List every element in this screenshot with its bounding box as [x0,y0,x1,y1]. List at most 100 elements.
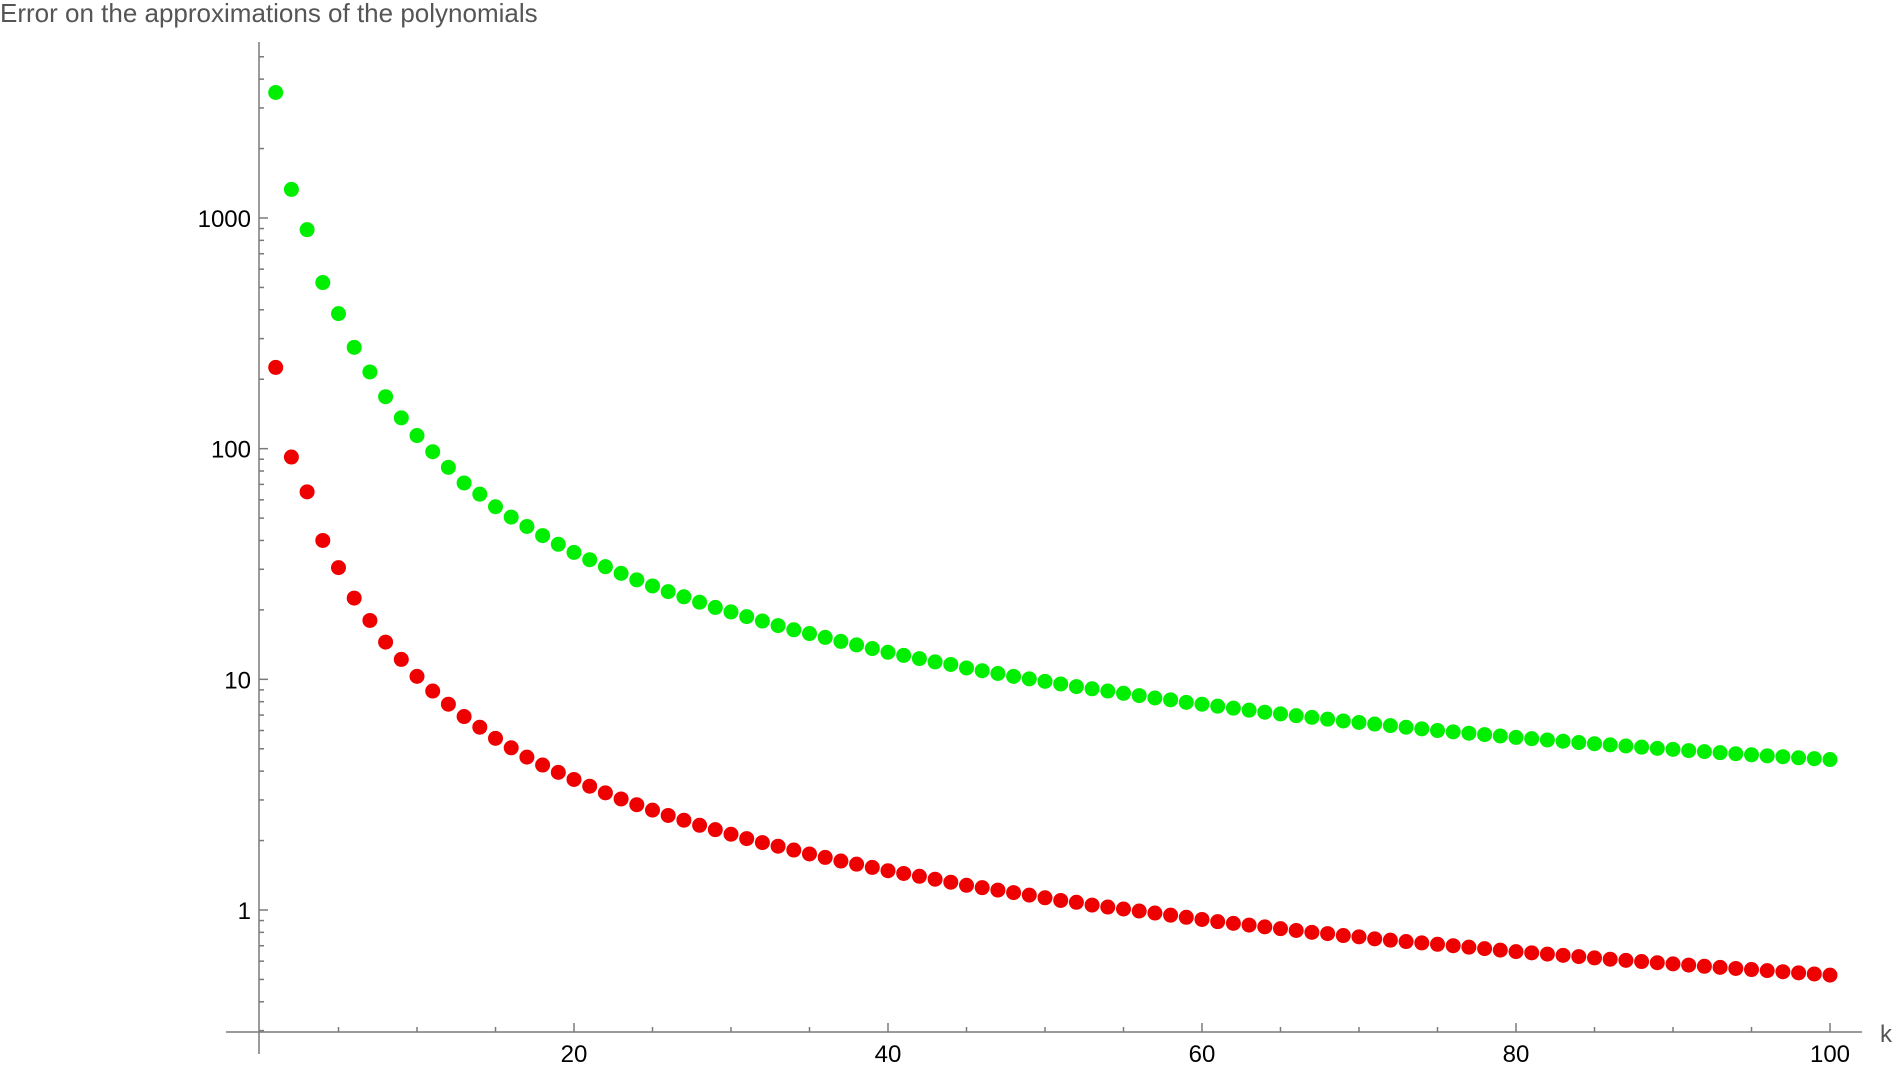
data-point [1273,921,1288,937]
data-point [488,499,503,515]
data-point [1178,694,1194,710]
data-point [1445,938,1461,954]
data-point [1021,887,1037,903]
data-point [440,459,456,475]
data-point [1100,899,1116,915]
data-point [1665,741,1681,757]
data-point [378,634,394,650]
data-point [754,835,770,851]
data-point [1131,903,1147,919]
data-point [896,647,912,663]
data-point [1116,901,1131,917]
data-point [629,572,645,588]
data-point [911,651,927,667]
data-point [1257,704,1273,720]
data-point [1147,905,1163,921]
data-point [1681,743,1697,759]
data-point [1524,945,1540,961]
data-point [315,275,331,291]
data-point [299,484,315,500]
data-point [519,749,535,765]
data-point [425,444,441,460]
data-point [566,544,582,560]
x-tick-label: 60 [1189,1041,1216,1068]
data-point [1822,752,1838,768]
data-point [1477,941,1493,957]
data-point [754,613,770,629]
data-point [456,709,472,725]
data-point [1775,964,1791,980]
data-point [1587,950,1602,966]
data-point [833,633,849,649]
data-point [393,410,409,426]
data-point [1492,942,1508,958]
data-point [1351,714,1367,730]
data-point [1351,929,1367,945]
data-point [770,618,786,634]
data-point [864,859,880,875]
data-point [519,518,535,534]
data-point [283,181,299,197]
data-point [660,807,676,823]
data-point [645,802,660,818]
data-point [723,604,739,620]
data-point [1084,897,1100,913]
data-point [1367,931,1383,947]
x-tick-label: 40 [875,1041,902,1068]
data-point [1555,733,1571,749]
data-point [1712,959,1728,975]
data-point [315,532,331,548]
data-point [1006,668,1022,684]
data-point [739,609,755,625]
chart-title: Error on the approximations of the polyn… [0,0,538,28]
data-point [676,589,692,605]
data-point [974,880,990,896]
data-point [1445,724,1461,740]
data-point [1068,679,1084,695]
y-axis-ticks: 1 10 100 1000 [198,56,268,1032]
data-point [1430,936,1445,952]
data-point [1649,955,1665,971]
data-point [488,730,503,746]
data-point [503,740,519,756]
data-point [1634,739,1650,755]
data-point [346,339,362,355]
data-point [1508,944,1524,960]
data-point [1210,698,1226,714]
data-point [425,683,441,699]
y-tick-label: 1000 [198,206,251,233]
data-point [645,578,660,594]
data-point [268,85,284,100]
data-point [1021,671,1037,687]
data-point [1744,747,1759,763]
data-point [1288,922,1304,938]
data-point [1696,744,1712,760]
data-point [817,629,833,645]
data-point [1320,711,1336,727]
data-point [1728,746,1744,762]
y-tick-label: 100 [211,437,251,464]
data-point [849,856,865,872]
data-point [550,764,566,780]
data-point [535,757,551,773]
data-point [1587,736,1602,752]
data-point [1822,967,1838,983]
data-point [1210,914,1226,930]
data-point [1068,894,1084,910]
data-point [503,509,519,525]
data-point [1163,907,1179,923]
data-point [943,874,959,890]
data-point [1744,962,1759,978]
data-point [1382,718,1398,734]
data-point [896,865,912,881]
data-point [849,637,865,653]
data-point [1414,935,1430,951]
data-point [1335,713,1351,729]
data-point [1806,751,1822,767]
data-point [723,826,739,842]
data-point [1775,749,1791,765]
data-point [1759,748,1775,764]
data-point [1759,963,1775,979]
data-point [802,846,817,862]
